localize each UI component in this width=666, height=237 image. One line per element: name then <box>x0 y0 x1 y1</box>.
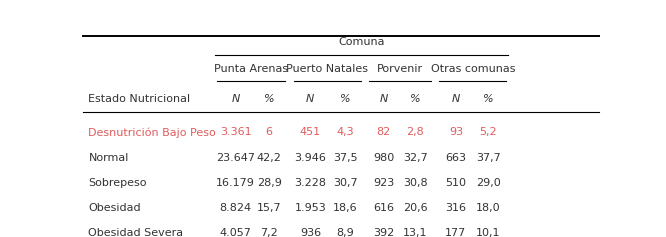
Text: 3.228: 3.228 <box>294 178 326 188</box>
Text: 5,2: 5,2 <box>480 128 498 137</box>
Text: Obesidad: Obesidad <box>89 203 141 213</box>
Text: 6: 6 <box>266 128 272 137</box>
Text: 3.361: 3.361 <box>220 128 251 137</box>
Text: 82: 82 <box>376 128 391 137</box>
Text: %: % <box>340 94 351 104</box>
Text: 37,7: 37,7 <box>476 153 501 163</box>
Text: 18,0: 18,0 <box>476 203 501 213</box>
Text: 15,7: 15,7 <box>257 203 281 213</box>
Text: 16.179: 16.179 <box>216 178 255 188</box>
Text: %: % <box>483 94 494 104</box>
Text: N: N <box>380 94 388 104</box>
Text: 42,2: 42,2 <box>256 153 282 163</box>
Text: 30,7: 30,7 <box>333 178 358 188</box>
Text: 8.824: 8.824 <box>220 203 252 213</box>
Text: Puerto Natales: Puerto Natales <box>286 64 368 73</box>
Text: Otras comunas: Otras comunas <box>431 64 515 73</box>
Text: 4,3: 4,3 <box>336 128 354 137</box>
Text: 510: 510 <box>446 178 466 188</box>
Text: 663: 663 <box>446 153 466 163</box>
Text: Porvenir: Porvenir <box>376 64 423 73</box>
Text: 3.946: 3.946 <box>294 153 326 163</box>
Text: Punta Arenas: Punta Arenas <box>214 64 288 73</box>
Text: N: N <box>231 94 240 104</box>
Text: 10,1: 10,1 <box>476 228 501 237</box>
Text: 29,0: 29,0 <box>476 178 501 188</box>
Text: 923: 923 <box>373 178 394 188</box>
Text: Estado Nutricional: Estado Nutricional <box>89 94 190 104</box>
Text: N: N <box>306 94 314 104</box>
Text: 30,8: 30,8 <box>403 178 428 188</box>
Text: 4.057: 4.057 <box>220 228 252 237</box>
Text: 451: 451 <box>300 128 321 137</box>
Text: 93: 93 <box>449 128 463 137</box>
Text: 392: 392 <box>373 228 394 237</box>
Text: 316: 316 <box>446 203 466 213</box>
Text: 37,5: 37,5 <box>333 153 358 163</box>
Text: %: % <box>264 94 274 104</box>
Text: 8,9: 8,9 <box>336 228 354 237</box>
Text: %: % <box>410 94 420 104</box>
Text: Obesidad Severa: Obesidad Severa <box>89 228 184 237</box>
Text: 23.647: 23.647 <box>216 153 255 163</box>
Text: Desnutrición Bajo Peso: Desnutrición Bajo Peso <box>89 127 216 138</box>
Text: 18,6: 18,6 <box>333 203 358 213</box>
Text: 980: 980 <box>373 153 394 163</box>
Text: 28,9: 28,9 <box>256 178 282 188</box>
Text: 2,8: 2,8 <box>406 128 424 137</box>
Text: 7,2: 7,2 <box>260 228 278 237</box>
Text: 177: 177 <box>446 228 467 237</box>
Text: 13,1: 13,1 <box>403 228 428 237</box>
Text: Normal: Normal <box>89 153 129 163</box>
Text: 616: 616 <box>373 203 394 213</box>
Text: N: N <box>452 94 460 104</box>
Text: 20,6: 20,6 <box>403 203 428 213</box>
Text: 936: 936 <box>300 228 321 237</box>
Text: 32,7: 32,7 <box>403 153 428 163</box>
Text: Sobrepeso: Sobrepeso <box>89 178 147 188</box>
Text: Comuna: Comuna <box>338 37 384 47</box>
Text: 1.953: 1.953 <box>294 203 326 213</box>
